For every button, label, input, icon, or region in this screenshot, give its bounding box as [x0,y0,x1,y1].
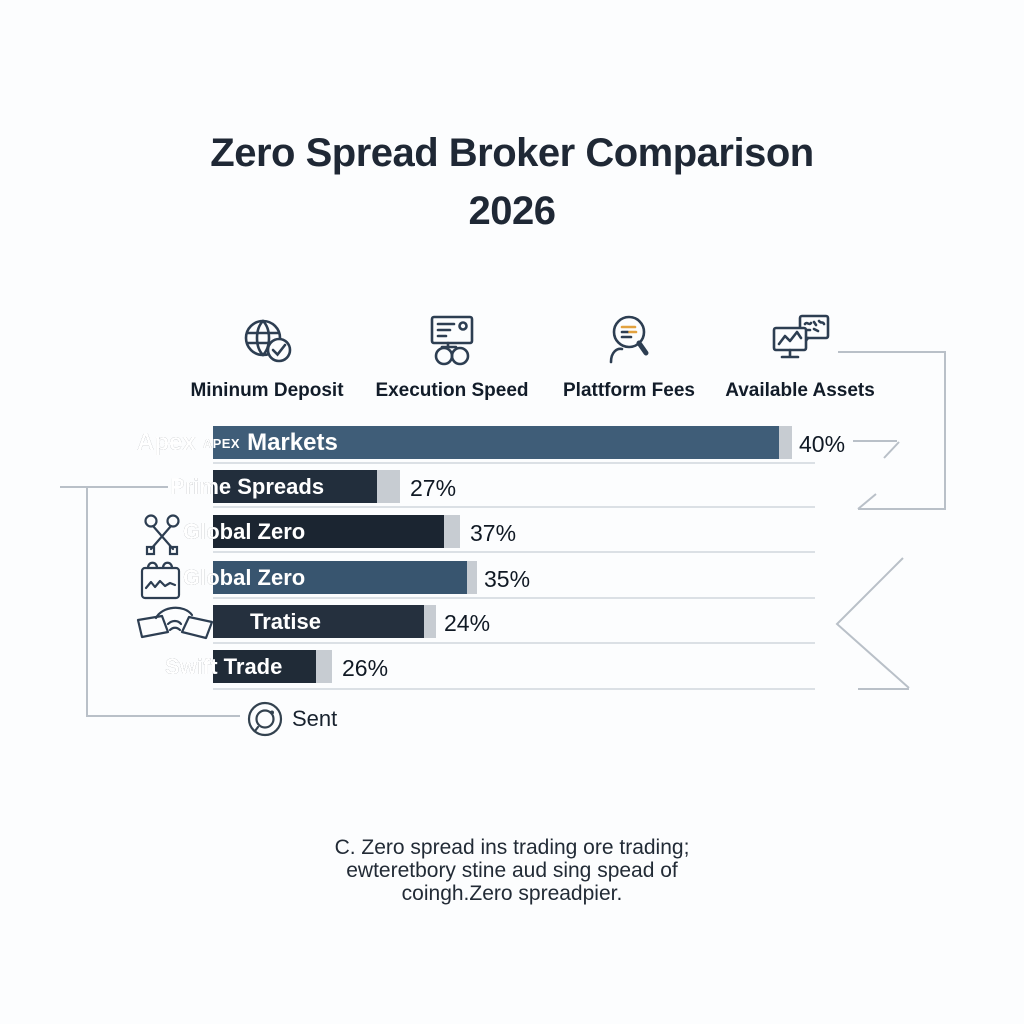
feature-minimum-deposit: Mininum Deposit [172,312,362,402]
bar-value: 24% [444,610,491,636]
feature-label: Mininum Deposit [190,380,344,401]
caption-line-1: C. Zero spread ins trading ore trading; [334,836,690,859]
bar-end-cap [377,470,400,503]
title-line-1: Zero Spread Broker Comparison [210,131,814,175]
row-separator [213,688,815,690]
caption-line-3: coingh.Zero spreadpier. [401,882,623,905]
globe-check-icon [244,319,292,363]
title-line-2: 2026 [468,189,556,233]
bar-label-on-bar: Swift Trade [165,654,283,679]
presentation-chart-icon [430,315,474,366]
handshake-icon [136,606,214,640]
caption-line-2: ewteretbory stine aud sing spead of [346,859,678,882]
bar-value: 35% [484,566,531,592]
right-bracket-arrow-tick [857,493,877,510]
row-separator [213,597,815,599]
bar-label-on-bar: Prime Spreads [170,474,325,499]
sent-badge: Sent [246,700,337,738]
calendar-chart-icon [140,561,181,600]
bar: Swift Trade [165,650,332,683]
bar-label-on-bar: Global Zero [183,519,306,544]
bar: Prime Spreads [170,470,400,503]
dual-monitor-chart-icon [772,314,830,359]
bar-label-prefix: Apex [137,429,196,456]
bar: Apex APEX Markets [137,426,792,459]
feature-available-assets: Available Assets [705,312,895,402]
bar: Tratise [213,605,436,638]
bar-end-cap [316,650,332,683]
bar-label-on-bar: Apex APEX Markets [137,429,338,456]
feature-label: Plattform Fees [563,380,695,401]
feature-label: Execution Speed [375,380,529,401]
bar-label-on-bar: Global Zero [183,565,306,590]
bar-value: 27% [410,475,457,501]
row-separator [213,642,815,644]
value-arrow-line [853,440,900,459]
row-separator [213,551,815,553]
crossed-keys-icon [144,514,180,556]
bar-end-cap [467,561,477,594]
magnifier-report-icon [609,315,649,364]
bar: Global Zero [183,515,460,548]
bar-value: 37% [470,520,517,546]
bar-value: 40% [799,431,846,457]
row-separator [213,506,815,508]
sent-label: Sent [292,706,338,731]
bar-end-cap [779,426,792,459]
page-title: Zero Spread Broker Comparison 2026 [0,124,1024,240]
chevron-line [835,557,910,689]
feature-execution-speed: Execution Speed [357,312,547,402]
bar-label-on-bar: Tratise [250,609,321,634]
bar: Global Zero [183,561,477,594]
row-separator [213,462,815,464]
caption: C. Zero spread ins trading ore trading; … [0,836,1024,905]
feature-platform-fees: Plattform Fees [534,312,724,402]
bar-end-cap [424,605,436,638]
sent-icon [247,701,283,737]
feature-label: Available Assets [725,380,875,401]
bar-end-cap [444,515,460,548]
bar-value: 26% [342,655,389,681]
